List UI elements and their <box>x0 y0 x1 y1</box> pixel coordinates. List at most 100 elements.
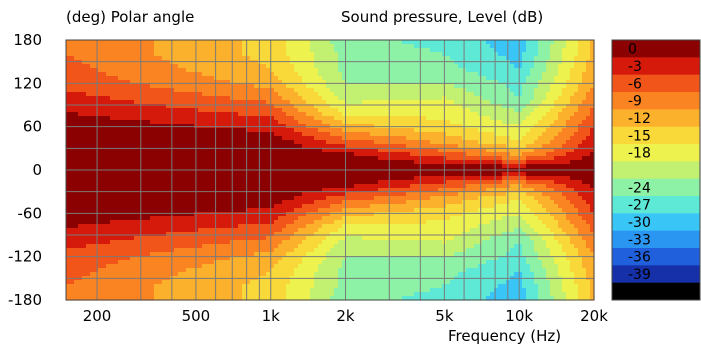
heatmap-cell <box>310 172 315 177</box>
heatmap-cell <box>266 116 271 121</box>
heatmap-cell <box>282 268 287 273</box>
heatmap-cell <box>270 172 275 177</box>
heatmap-cell <box>210 108 215 113</box>
heatmap-cell <box>254 284 259 289</box>
heatmap-cell <box>74 56 79 61</box>
heatmap-cell <box>142 48 147 53</box>
heatmap-cell <box>162 260 167 265</box>
heatmap-cell <box>74 120 79 125</box>
heatmap-cell <box>266 188 271 193</box>
heatmap-cell <box>134 208 139 213</box>
heatmap-cell <box>146 156 151 161</box>
heatmap-cell <box>362 272 367 277</box>
heatmap-cell <box>82 216 87 221</box>
heatmap-cell <box>306 232 311 237</box>
heatmap-cell <box>182 48 187 53</box>
heatmap-cell <box>318 116 323 121</box>
heatmap-cell <box>258 288 263 293</box>
heatmap-cell <box>254 292 259 297</box>
heatmap-cell <box>202 76 207 81</box>
heatmap-cell <box>222 212 227 217</box>
heatmap-cell <box>222 140 227 145</box>
heatmap-cell <box>70 84 75 89</box>
heatmap-cell <box>342 268 347 273</box>
heatmap-cell <box>158 180 163 185</box>
heatmap-cell <box>186 88 191 93</box>
heatmap-cell <box>190 92 195 97</box>
heatmap-cell <box>98 136 103 141</box>
heatmap-cell <box>338 160 343 165</box>
heatmap-cell <box>246 172 251 177</box>
heatmap-cell <box>206 284 211 289</box>
heatmap-cell <box>210 284 215 289</box>
heatmap-cell <box>262 236 267 241</box>
heatmap-cell <box>202 112 207 117</box>
heatmap-cell <box>234 144 239 149</box>
heatmap-cell <box>110 236 115 241</box>
heatmap-cell <box>262 44 267 49</box>
heatmap-cell <box>362 280 367 285</box>
heatmap-cell <box>246 68 251 73</box>
heatmap-cell <box>350 140 355 145</box>
heatmap-cell <box>334 68 339 73</box>
heatmap-cell <box>142 132 147 137</box>
heatmap-cell <box>186 212 191 217</box>
heatmap-cell <box>286 184 291 189</box>
heatmap-cell <box>338 184 343 189</box>
heatmap-cell <box>106 204 111 209</box>
heatmap-cell <box>182 228 187 233</box>
heatmap-cell <box>126 136 131 141</box>
heatmap-cell <box>78 224 83 229</box>
heatmap-cell <box>338 260 343 265</box>
heatmap-cell <box>82 292 87 297</box>
heatmap-cell <box>158 188 163 193</box>
heatmap-cell <box>198 132 203 137</box>
heatmap-cell <box>130 224 135 229</box>
heatmap-cell <box>158 92 163 97</box>
heatmap-cell <box>326 256 331 261</box>
heatmap-cell <box>78 64 83 69</box>
heatmap-cell <box>130 256 135 261</box>
heatmap-cell <box>290 220 295 225</box>
heatmap-cell <box>290 176 295 181</box>
heatmap-cell <box>354 196 359 201</box>
heatmap-cell <box>186 268 191 273</box>
heatmap-cell <box>322 284 327 289</box>
heatmap-cell <box>74 240 79 245</box>
heatmap-cell <box>174 232 179 237</box>
heatmap-cell <box>318 212 323 217</box>
heatmap-cell <box>74 48 79 53</box>
heatmap-cell <box>130 192 135 197</box>
heatmap-cell <box>174 200 179 205</box>
heatmap-cell <box>370 80 375 85</box>
heatmap-cell <box>310 180 315 185</box>
heatmap-cell <box>190 64 195 69</box>
heatmap-cell <box>310 196 315 201</box>
heatmap-cell <box>330 288 335 293</box>
heatmap-cell <box>298 104 303 109</box>
heatmap-cell <box>78 152 83 157</box>
heatmap-cell <box>242 228 247 233</box>
heatmap-cell <box>330 100 335 105</box>
heatmap-cell <box>106 268 111 273</box>
heatmap-cell <box>154 228 159 233</box>
heatmap-cell <box>110 136 115 141</box>
heatmap-cell <box>126 44 131 49</box>
heatmap-cell <box>342 100 347 105</box>
heatmap-cell <box>166 236 171 241</box>
heatmap-cell <box>302 228 307 233</box>
heatmap-cell <box>282 296 287 301</box>
heatmap-cell <box>354 288 359 293</box>
heatmap-cell <box>282 284 287 289</box>
heatmap-cell <box>150 68 155 73</box>
heatmap-cell <box>310 224 315 229</box>
heatmap-cell <box>98 296 103 301</box>
heatmap-cell <box>350 216 355 221</box>
heatmap-cell <box>94 204 99 209</box>
heatmap-cell <box>118 296 123 301</box>
heatmap-cell <box>326 136 331 141</box>
heatmap-cell <box>94 92 99 97</box>
heatmap-cell <box>226 272 231 277</box>
heatmap-cell <box>242 160 247 165</box>
heatmap-cell <box>302 116 307 121</box>
